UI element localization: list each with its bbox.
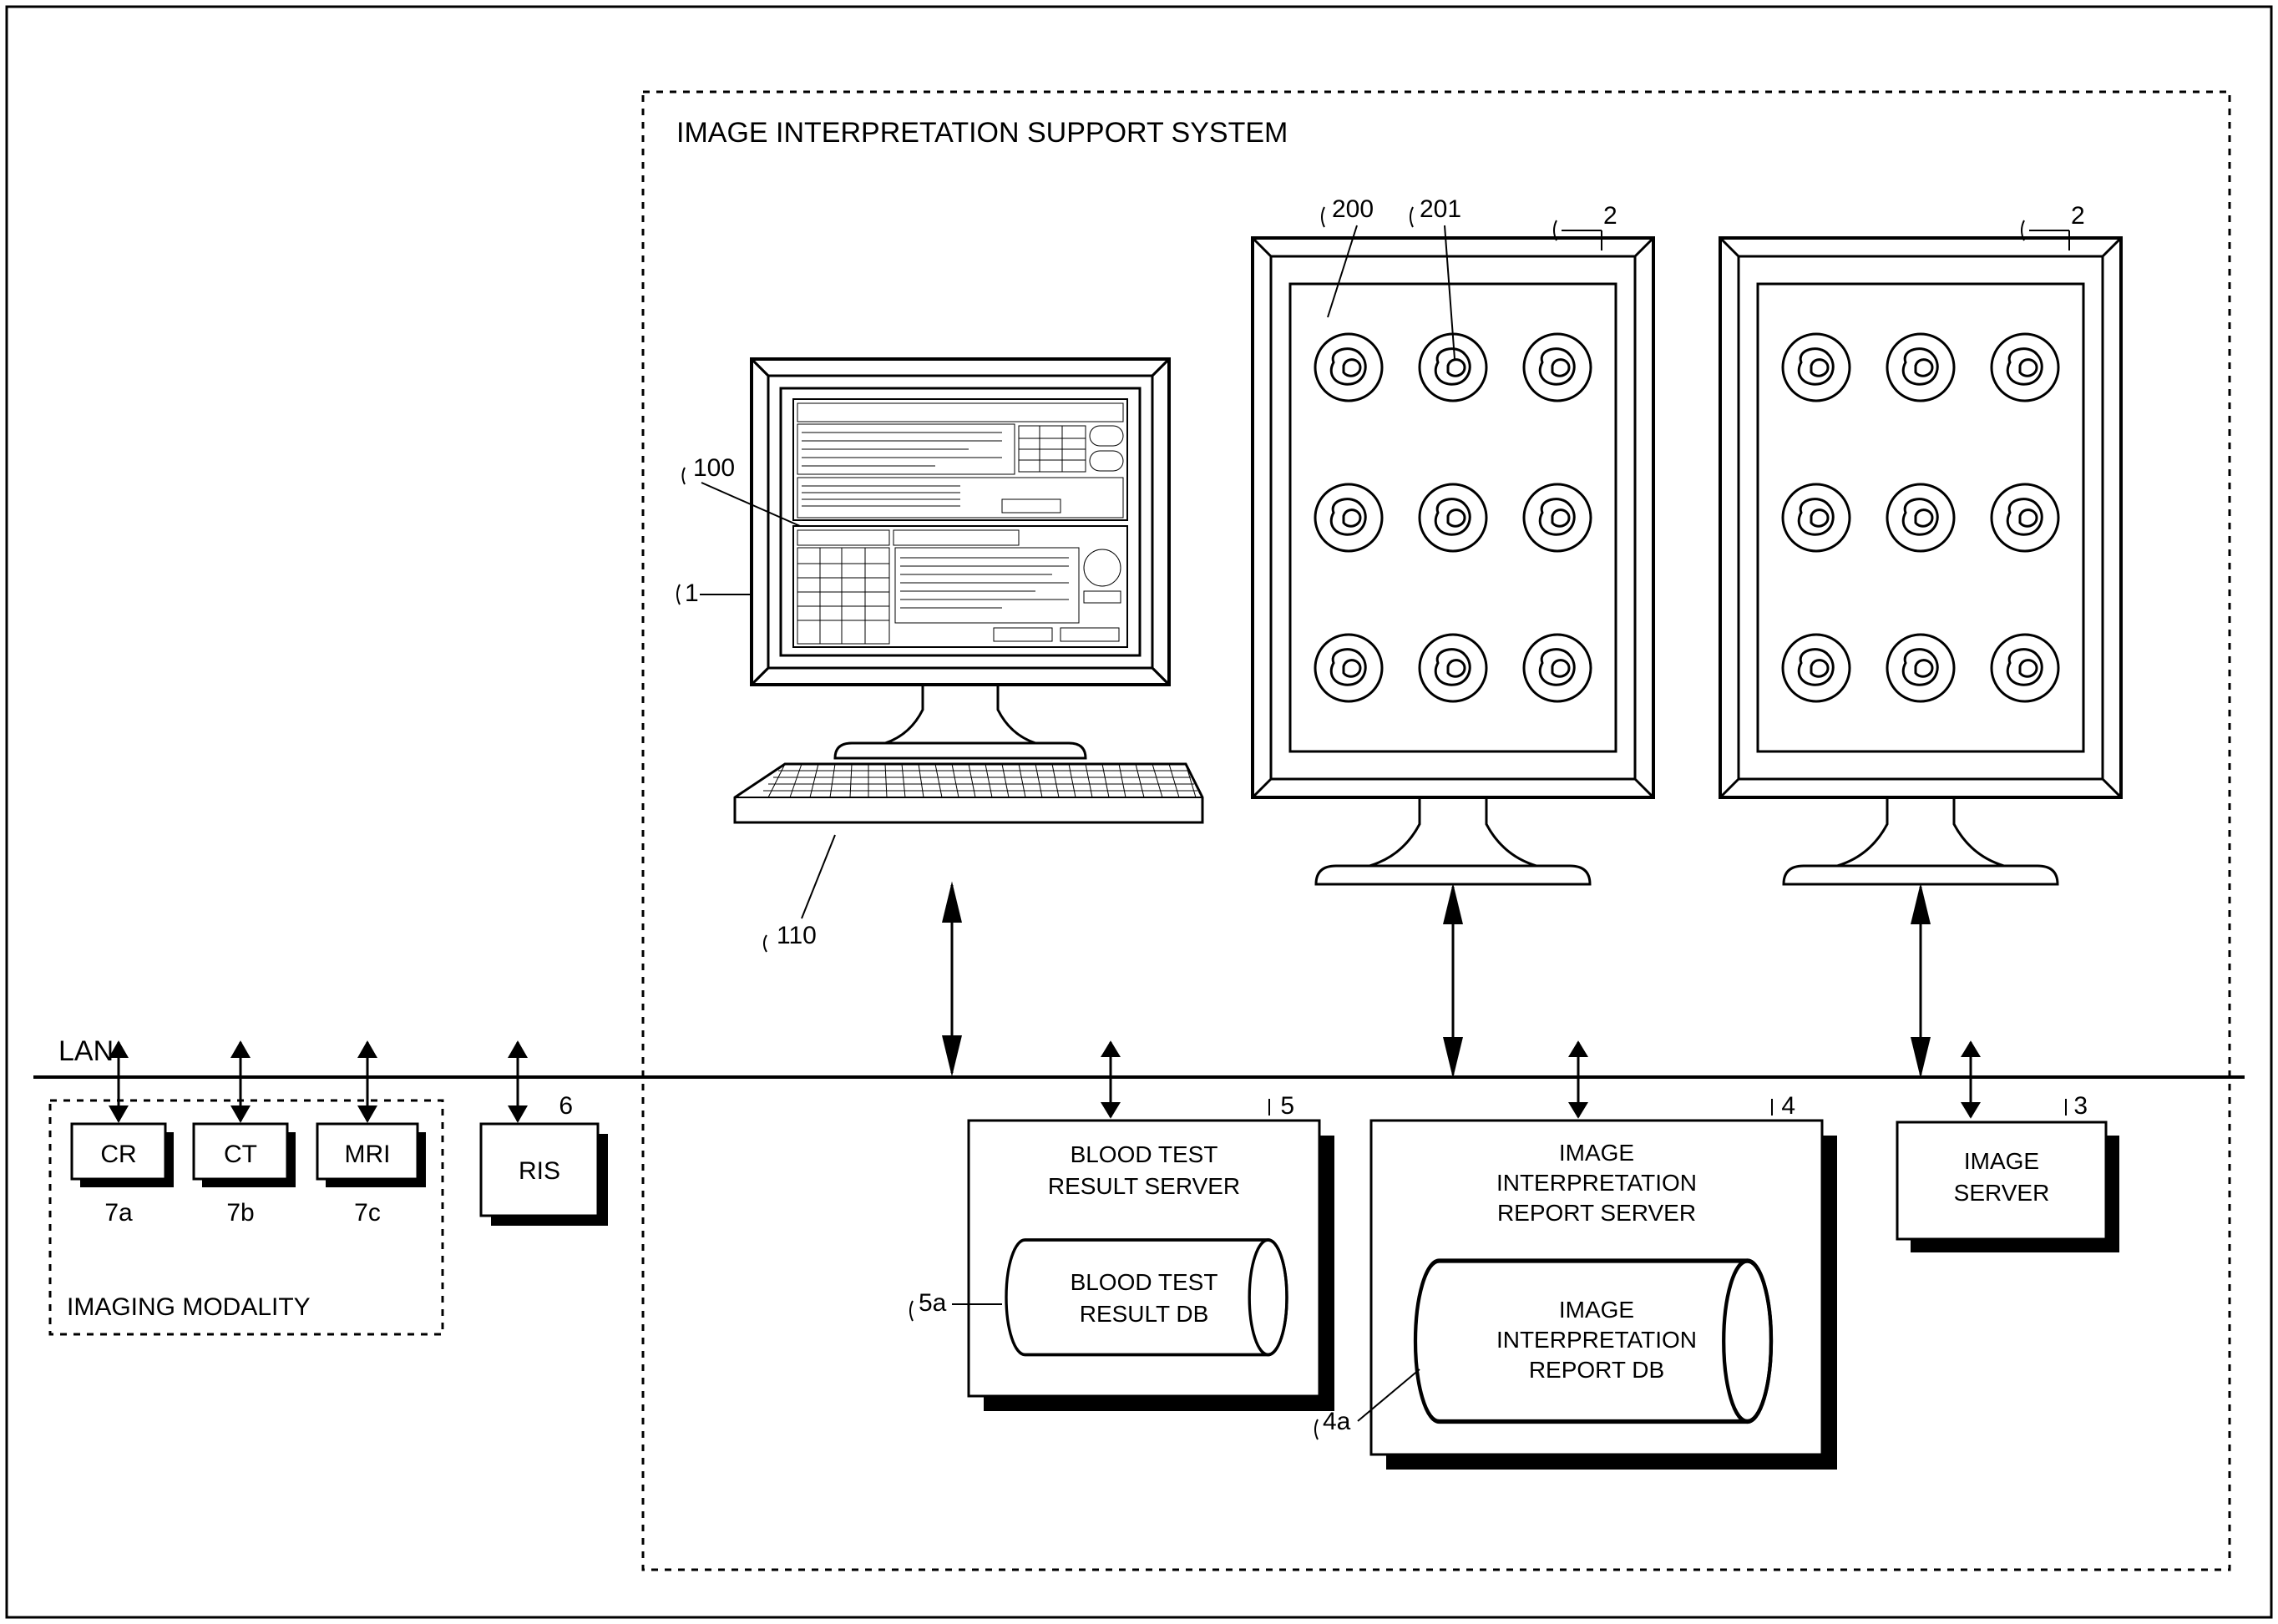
ris-box: RIS 6 (481, 1040, 608, 1226)
modality-mri-id: 7c (354, 1199, 381, 1227)
image-server-id: 3 (2073, 1092, 2088, 1120)
imaging-modality-title: IMAGING MODALITY (67, 1293, 311, 1321)
blood-db-id: 5a (919, 1289, 947, 1317)
report-db-l1: IMAGE (1559, 1297, 1634, 1323)
image-server-t1: IMAGE (1964, 1148, 2039, 1174)
report-server: IMAGE INTERPRETATION REPORT SERVER IMAGE… (1315, 1040, 1837, 1470)
modality-mri-label: MRI (345, 1141, 391, 1168)
image-server-t2: SERVER (1954, 1180, 2050, 1206)
report-server-t3: REPORT SERVER (1497, 1200, 1696, 1226)
modality-mri: MRI 7c (317, 1040, 426, 1227)
ref-200: 200 (1332, 195, 1374, 223)
report-server-t1: IMAGE (1559, 1140, 1634, 1166)
modality-ct: CT 7b (194, 1040, 296, 1227)
report-server-id: 4 (1781, 1092, 1795, 1120)
report-server-t2: INTERPRETATION (1496, 1170, 1697, 1196)
report-db-l2: INTERPRETATION (1496, 1327, 1697, 1353)
workstation (735, 359, 1202, 822)
ref-1: 1 (685, 579, 699, 607)
report-db-id: 4a (1323, 1408, 1351, 1435)
image-server: IMAGE SERVER 3 (1897, 1040, 2119, 1252)
modality-ct-label: CT (224, 1141, 257, 1168)
lan-label: LAN (58, 1035, 114, 1067)
blood-db-l2: RESULT DB (1080, 1301, 1209, 1327)
ref-2-right: 2 (2071, 202, 2085, 230)
modality-cr-id: 7a (104, 1199, 133, 1227)
blood-server-title-1: BLOOD TEST (1071, 1141, 1218, 1167)
modality-ct-id: 7b (226, 1199, 254, 1227)
ris-id: 6 (559, 1092, 573, 1120)
ref-2-left: 2 (1603, 202, 1617, 230)
modality-cr: CR 7a (72, 1040, 174, 1227)
blood-server: BLOOD TEST RESULT SERVER BLOOD TEST RESU… (910, 1040, 1334, 1411)
diagram-canvas: LAN IMAGING MODALITY CR 7a CT 7b MRI 7c … (0, 0, 2278, 1624)
blood-server-title-2: RESULT SERVER (1048, 1173, 1240, 1199)
blood-server-id: 5 (1280, 1092, 1294, 1120)
ref-201: 201 (1420, 195, 1461, 223)
image-monitor-right (1720, 238, 2121, 884)
ris-label: RIS (519, 1157, 560, 1185)
ref-100: 100 (693, 454, 735, 482)
support-system-title: IMAGE INTERPRETATION SUPPORT SYSTEM (676, 117, 1288, 149)
report-db-l3: REPORT DB (1529, 1357, 1664, 1383)
ref-110: 110 (777, 922, 817, 949)
blood-db-l1: BLOOD TEST (1071, 1269, 1218, 1295)
modality-cr-label: CR (100, 1141, 136, 1168)
